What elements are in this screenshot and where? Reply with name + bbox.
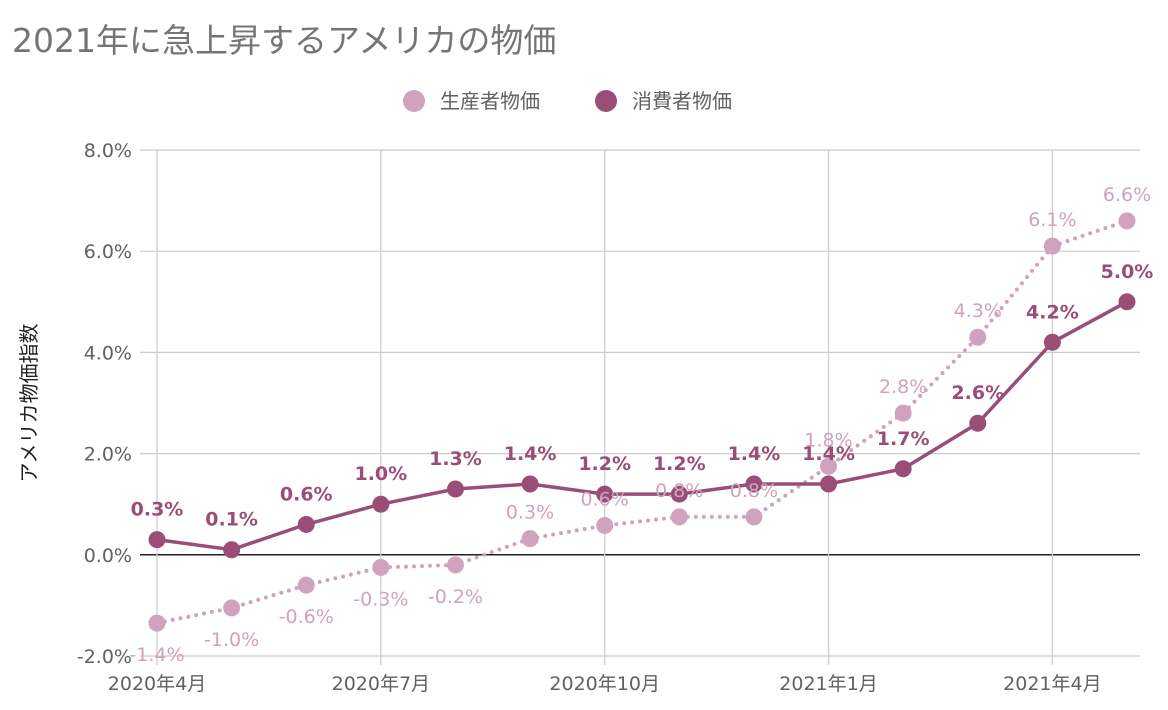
ppi-data-label: 6.6% [1103, 184, 1151, 206]
ppi-data-point [372, 558, 390, 576]
cpi-data-point [1118, 293, 1136, 311]
ppi-data-point [223, 599, 241, 617]
y-tick-label: 4.0% [84, 342, 132, 364]
ppi-data-point [670, 508, 688, 526]
cpi-data-label: 2.6% [951, 382, 1004, 404]
cpi-data-label: 1.0% [354, 463, 407, 485]
cpi-data-point [745, 475, 763, 493]
y-tick-label: 8.0% [84, 140, 132, 162]
ppi-data-label: -1.0% [204, 629, 259, 651]
cpi-data-label: 1.7% [877, 428, 930, 450]
ppi-data-point [297, 576, 315, 594]
ppi-data-label: 1.8% [804, 429, 852, 451]
legend-marker [595, 90, 617, 112]
ppi-data-point [894, 404, 912, 422]
ppi-data-point [1118, 212, 1136, 230]
cpi-data-point [372, 495, 390, 513]
legend-label: 消費者物価 [632, 89, 732, 113]
ppi-series-line [155, 218, 1129, 626]
ppi-data-label: 2.8% [879, 376, 927, 398]
ppi-data-point [148, 614, 166, 632]
cpi-data-point [820, 475, 838, 493]
cpi-data-label: 0.1% [205, 509, 258, 531]
x-tick-label: 2021年4月 [1003, 673, 1101, 695]
ppi-data-label: -0.3% [353, 588, 408, 610]
cpi-data-label: 1.2% [653, 453, 706, 475]
cpi-data-label: 1.4% [728, 443, 781, 465]
cpi-data-point [521, 475, 539, 493]
cpi-data-label: 0.3% [131, 499, 184, 521]
chart-title: 2021年に急上昇するアメリカの物価 [12, 21, 557, 60]
cpi-data-point [969, 414, 987, 432]
ppi-data-label: 0.3% [506, 502, 554, 524]
ppi-data-point [521, 530, 539, 548]
legend-label: 生産者物価 [440, 89, 540, 113]
cpi-data-point [894, 460, 912, 478]
cpi-data-label: 4.2% [1026, 301, 1079, 323]
ppi-data-label: 0.8% [730, 480, 778, 502]
ppi-data-label: 6.1% [1028, 209, 1076, 231]
ppi-data-point [446, 556, 464, 574]
legend-marker [403, 90, 425, 112]
y-tick-label: 6.0% [84, 241, 132, 263]
ppi-data-label: -0.6% [279, 606, 334, 628]
x-tick-label: 2020年4月 [108, 673, 206, 695]
cpi-data-point [148, 531, 166, 549]
cpi-data-label: 1.2% [578, 453, 631, 475]
cpi-data-label: 1.4% [504, 443, 557, 465]
cpi-data-point [670, 485, 688, 503]
ppi-data-label: 0.6% [581, 488, 629, 510]
cpi-data-label: 1.3% [429, 448, 482, 470]
ppi-data-point [820, 457, 838, 475]
y-tick-label: 0.0% [84, 545, 132, 567]
cpi-data-label: 0.6% [280, 483, 333, 505]
ppi-data-label: 0.8% [655, 480, 703, 502]
cpi-data-label: 5.0% [1101, 261, 1154, 283]
cpi-data-point [446, 480, 464, 498]
y-tick-label: 2.0% [84, 444, 132, 466]
cpi-data-point [596, 485, 614, 503]
x-tick-label: 2020年7月 [332, 673, 430, 695]
ppi-data-label: -1.4% [129, 644, 184, 666]
cpi-data-point [1043, 333, 1061, 351]
ppi-data-point [969, 328, 987, 346]
y-axis-label: アメリカ物価指数 [17, 324, 41, 483]
y-tick-label: -2.0% [77, 646, 132, 668]
x-tick-label: 2021年1月 [779, 673, 877, 695]
cpi-data-point [297, 515, 315, 533]
ppi-data-label: 4.3% [954, 300, 1002, 322]
ppi-data-label: -0.2% [428, 586, 483, 608]
ppi-data-point [596, 516, 614, 534]
x-tick-label: 2020年10月 [549, 673, 660, 695]
ppi-data-point [1043, 237, 1061, 255]
ppi-data-point [745, 508, 763, 526]
cpi-data-label: 1.4% [802, 443, 855, 465]
cpi-data-point [223, 541, 241, 559]
cpi-series-line [156, 300, 1128, 552]
